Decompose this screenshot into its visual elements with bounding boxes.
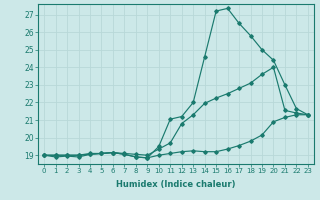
X-axis label: Humidex (Indice chaleur): Humidex (Indice chaleur) — [116, 180, 236, 189]
